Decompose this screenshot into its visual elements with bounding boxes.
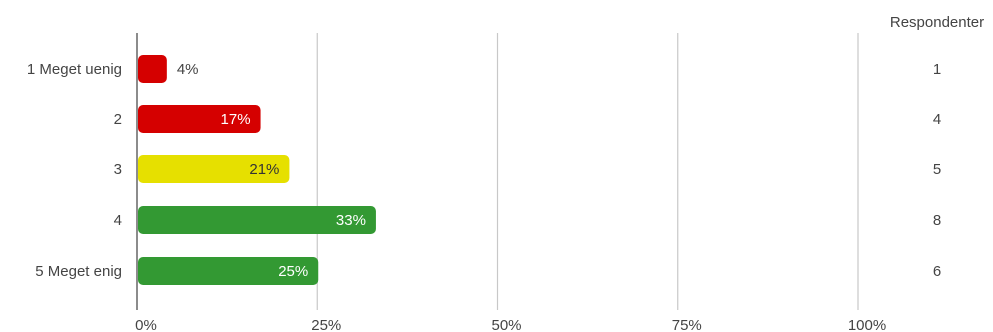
x-tick-label: 25% bbox=[311, 317, 341, 332]
x-axis-tick-labels: 0% 25% 50% 75% 100% bbox=[135, 317, 886, 332]
category-labels: 1 Meget uenig 2 3 4 5 Meget enig bbox=[27, 61, 122, 280]
bar-value-label: 33% bbox=[336, 212, 366, 229]
respondents-value: 5 bbox=[933, 161, 941, 178]
bar-value-label: 4% bbox=[177, 61, 199, 78]
category-label: 4 bbox=[114, 212, 122, 229]
x-tick-label: 75% bbox=[672, 317, 702, 332]
bar-value-label: 17% bbox=[221, 111, 251, 128]
respondents-value: 1 bbox=[933, 61, 941, 78]
bar bbox=[138, 55, 167, 83]
bar bbox=[138, 155, 290, 183]
respondents-value: 8 bbox=[933, 212, 941, 229]
respondents-value: 6 bbox=[933, 263, 941, 280]
x-tick-label: 100% bbox=[848, 317, 886, 332]
respondents-header: Respondenter bbox=[890, 14, 984, 31]
respondents-column: 1 4 5 8 6 bbox=[933, 61, 941, 280]
category-label: 3 bbox=[114, 161, 122, 178]
bar bbox=[138, 257, 319, 285]
bar bbox=[138, 105, 261, 133]
category-label: 1 Meget uenig bbox=[27, 61, 122, 78]
bar-value-label: 25% bbox=[278, 263, 308, 280]
category-label: 2 bbox=[114, 111, 122, 128]
x-tick-label: 0% bbox=[135, 317, 157, 332]
bar bbox=[138, 206, 376, 234]
category-label: 5 Meget enig bbox=[35, 263, 122, 280]
bars: 4% 17% 21% 33% 25% bbox=[138, 55, 376, 285]
respondents-value: 4 bbox=[933, 111, 941, 128]
x-tick-label: 50% bbox=[491, 317, 521, 332]
bar-value-label: 21% bbox=[249, 161, 279, 178]
